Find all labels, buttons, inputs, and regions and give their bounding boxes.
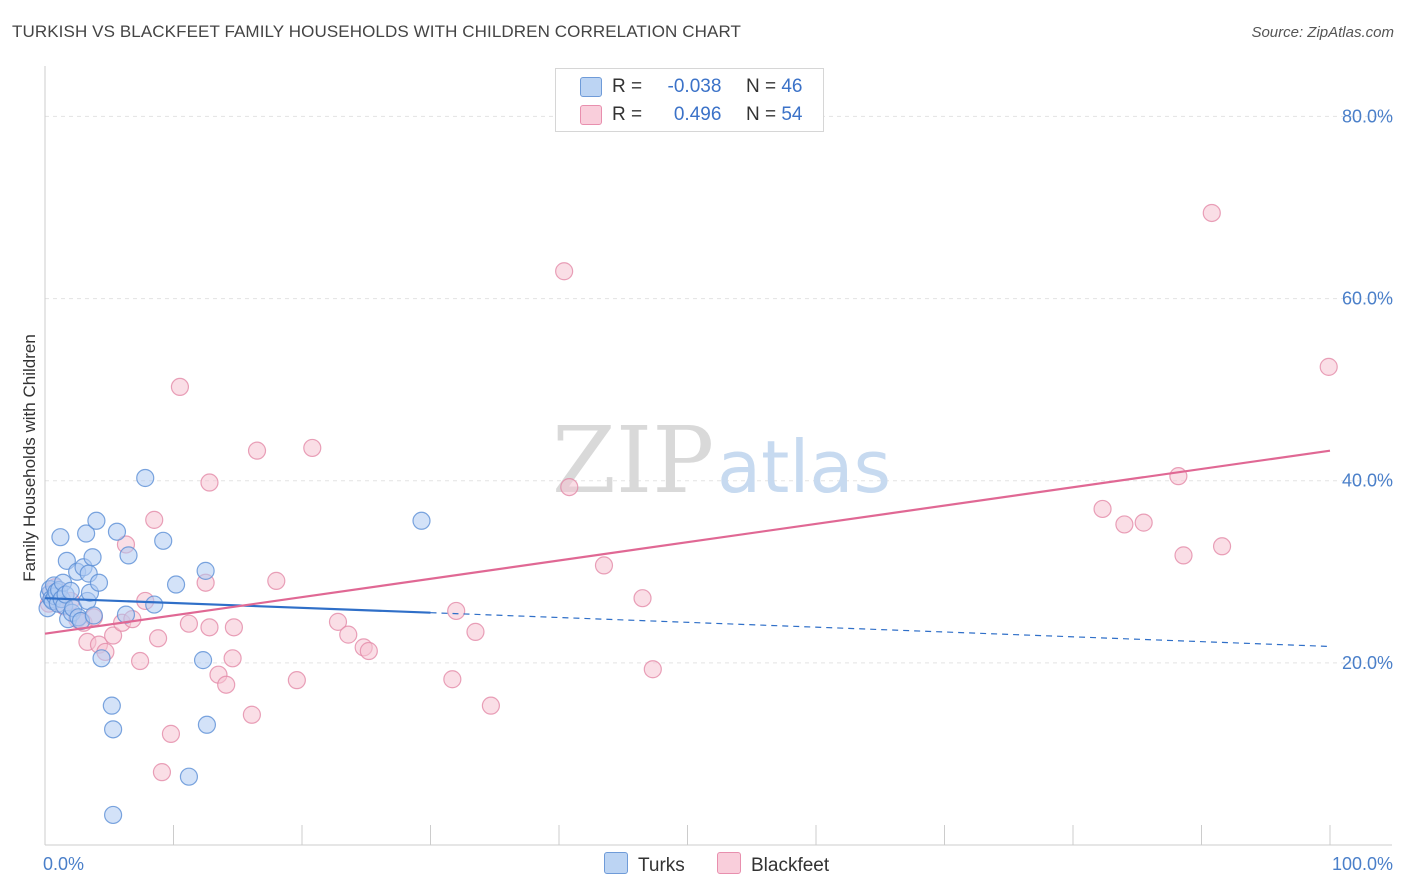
blackfeet-point bbox=[633, 589, 652, 608]
blackfeet-swatch bbox=[717, 852, 741, 874]
y-tick-label: 40.0% bbox=[1342, 471, 1393, 491]
blackfeet-point bbox=[1174, 546, 1193, 565]
turks-points bbox=[38, 468, 431, 825]
blackfeet-point bbox=[161, 724, 181, 743]
x-tick-label: 100.0% bbox=[1332, 854, 1393, 874]
turks-point bbox=[119, 546, 138, 565]
blackfeet-point bbox=[1169, 467, 1188, 486]
blackfeet-point bbox=[339, 625, 358, 644]
blackfeet-point bbox=[104, 626, 123, 645]
blackfeet-point bbox=[145, 510, 164, 529]
legend-r-value: 0.496 bbox=[673, 104, 722, 125]
tick-labels: 20.0% 40.0% 60.0% 80.0% 0.0% 100.0% bbox=[43, 106, 1393, 874]
turks-swatch bbox=[580, 77, 602, 97]
turks-point bbox=[104, 720, 123, 739]
blackfeet-point bbox=[223, 649, 242, 668]
blackfeet-point bbox=[200, 618, 219, 637]
turks-point bbox=[87, 511, 106, 530]
legend-n-value: 46 bbox=[781, 76, 803, 97]
axes bbox=[44, 66, 1392, 846]
turks-point bbox=[89, 573, 109, 592]
blackfeet-point bbox=[303, 438, 322, 458]
y-tick-label: 60.0% bbox=[1342, 289, 1393, 309]
source-credit: Source: ZipAtlas.com bbox=[1251, 24, 1394, 41]
turks-point bbox=[61, 581, 80, 601]
blackfeet-point bbox=[1134, 513, 1153, 532]
turks-point bbox=[136, 468, 155, 488]
bottom-legend-blackfeet: Blackfeet bbox=[717, 852, 829, 877]
blackfeet-point bbox=[247, 441, 267, 460]
turks-point bbox=[84, 606, 103, 625]
blackfeet-point bbox=[242, 705, 261, 724]
watermark-zip: ZIP bbox=[552, 407, 714, 514]
turks-point bbox=[51, 528, 70, 547]
y-tick-label: 20.0% bbox=[1342, 653, 1393, 673]
legend-r-value: -0.038 bbox=[667, 76, 722, 97]
y-tick-label: 80.0% bbox=[1342, 106, 1393, 126]
blackfeet-point bbox=[643, 660, 662, 679]
blackfeet-point bbox=[443, 670, 462, 689]
blackfeet-point bbox=[1115, 515, 1134, 534]
turks-point bbox=[104, 805, 123, 825]
blackfeet-trend-line bbox=[44, 449, 1331, 635]
turks-point bbox=[145, 595, 164, 614]
blackfeet-point bbox=[466, 622, 485, 641]
turks-swatch bbox=[604, 852, 628, 874]
blackfeet-point bbox=[481, 696, 500, 715]
blackfeet-point bbox=[224, 618, 243, 637]
blackfeet-point bbox=[179, 614, 199, 633]
turks-point bbox=[193, 651, 213, 670]
blackfeet-point bbox=[170, 377, 190, 397]
blackfeet-point bbox=[130, 651, 150, 671]
turks-point bbox=[83, 548, 102, 567]
turks-point bbox=[412, 511, 431, 530]
blackfeet-point bbox=[148, 629, 168, 648]
trend-lines bbox=[44, 449, 1331, 648]
blackfeet-point bbox=[217, 675, 236, 694]
grid-lines bbox=[45, 115, 1392, 664]
legend-n-label: N = bbox=[745, 104, 777, 125]
legend-n-label: N = bbox=[745, 76, 777, 97]
bottom-legend-turks: Turks bbox=[604, 852, 685, 877]
turks-trend-line-extension bbox=[430, 612, 1331, 648]
turks-point bbox=[107, 522, 127, 541]
watermark-atlas: atlas bbox=[717, 425, 891, 509]
blackfeet-point bbox=[267, 571, 286, 590]
blackfeet-point bbox=[287, 671, 306, 690]
blackfeet-point bbox=[359, 641, 378, 661]
legend-r-label: R = bbox=[612, 76, 643, 97]
blackfeet-point bbox=[1093, 499, 1112, 519]
blackfeet-point bbox=[1319, 357, 1338, 376]
turks-point bbox=[92, 649, 111, 668]
legend-r-label: R = bbox=[612, 104, 643, 125]
blackfeet-point bbox=[594, 556, 614, 575]
turks-point bbox=[166, 575, 186, 594]
blackfeet-point bbox=[152, 763, 172, 782]
legend-n-value: 54 bbox=[781, 104, 803, 125]
turks-point bbox=[197, 715, 217, 734]
blackfeet-point bbox=[1202, 203, 1221, 223]
turks-point bbox=[102, 696, 121, 715]
turks-point bbox=[77, 524, 96, 543]
turks-point bbox=[179, 767, 199, 786]
blackfeet-swatch bbox=[580, 105, 602, 125]
blackfeet-point bbox=[200, 473, 219, 492]
x-tick-label: 0.0% bbox=[43, 854, 84, 874]
chart-title: TURKISH VS BLACKFEET FAMILY HOUSEHOLDS W… bbox=[12, 22, 741, 41]
blackfeet-point bbox=[555, 262, 574, 281]
turks-point bbox=[154, 531, 173, 550]
correlation-legend: R = -0.038 N = 46 R = 0.496 N = 54 bbox=[555, 68, 824, 132]
blackfeet-point bbox=[447, 601, 466, 621]
blackfeet-label: Blackfeet bbox=[751, 855, 830, 876]
turks-point bbox=[196, 561, 215, 580]
blackfeet-point bbox=[1212, 537, 1232, 556]
turks-label: Turks bbox=[638, 855, 685, 876]
blackfeet-point bbox=[560, 477, 579, 497]
blackfeet-point bbox=[328, 612, 348, 631]
